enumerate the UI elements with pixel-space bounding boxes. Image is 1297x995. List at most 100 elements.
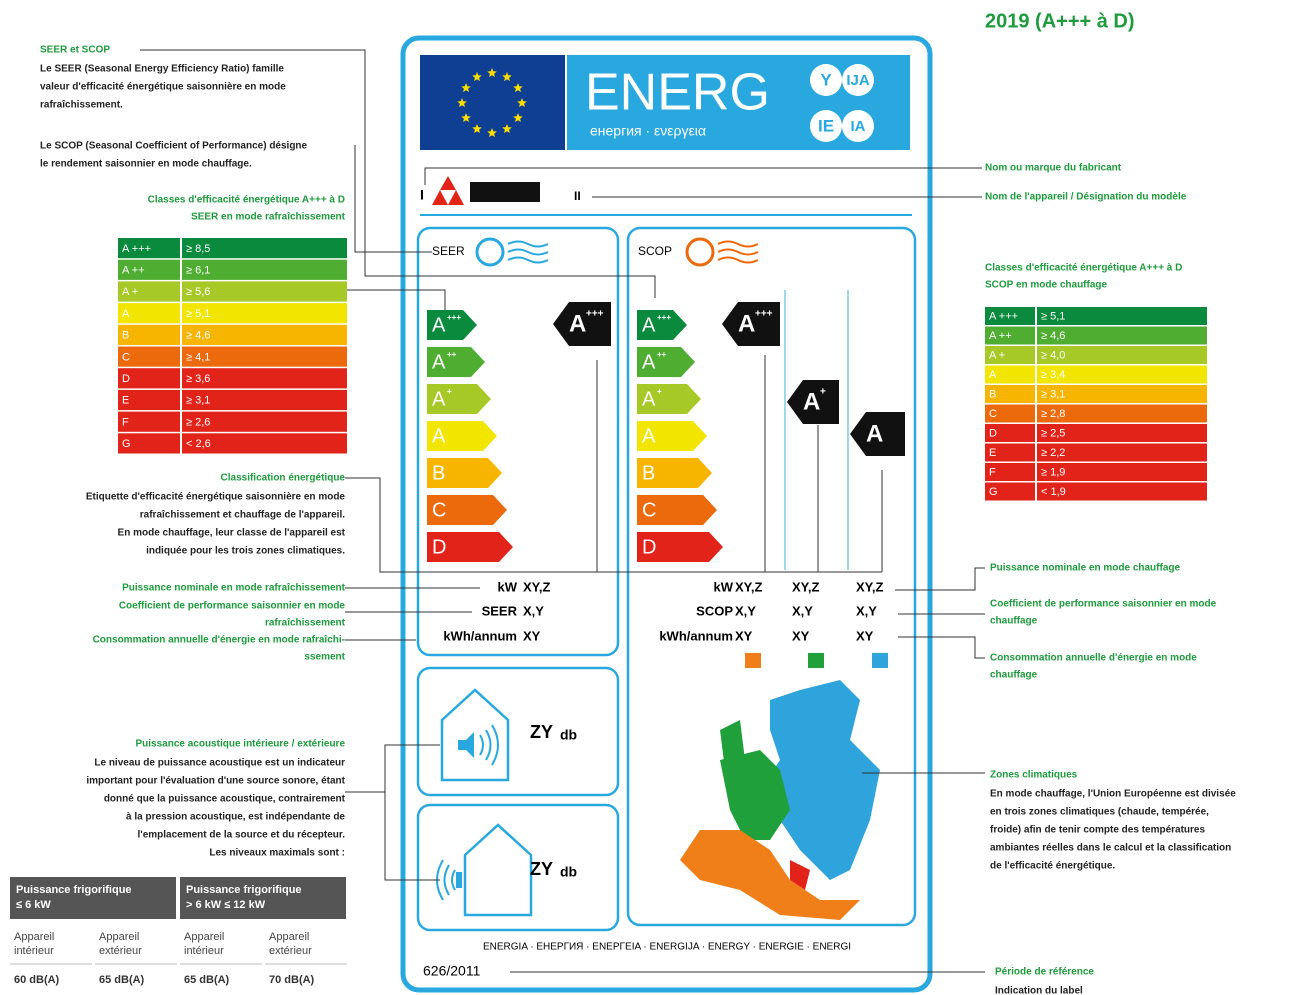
- suffix-badge: [810, 110, 842, 142]
- map-warm-zone: [680, 830, 860, 920]
- class-sup: ++: [447, 350, 457, 359]
- table-value-cell: [182, 346, 347, 367]
- scop-value: X,Y: [856, 603, 877, 618]
- annotation-heading: Consommation annuelle d'énergie en mode …: [93, 635, 345, 646]
- annotation-body: Etiquette d'efficacité énergétique saiso…: [86, 492, 346, 503]
- table-class: C: [989, 408, 997, 420]
- table-value: ≥ 3,1: [186, 395, 210, 407]
- sound-table-header: [180, 877, 346, 919]
- sound-table-subheader: Appareil: [14, 931, 54, 943]
- table-value-cell: [182, 281, 347, 302]
- table-class: D: [989, 428, 997, 440]
- annotation-body: En mode chauffage, l'Union Européenne es…: [990, 789, 1236, 800]
- map-detail: [790, 860, 810, 890]
- connector: [898, 636, 985, 659]
- class-arrow: [427, 495, 507, 525]
- table-value-cell: [1037, 443, 1207, 462]
- table-value: ≥ 5,1: [1041, 311, 1065, 323]
- rating-arrow: [850, 412, 905, 456]
- flag-star: [487, 68, 497, 77]
- table-value: ≥ 4,6: [186, 330, 210, 342]
- rating-arrow: [787, 380, 839, 424]
- scop-value: X,Y: [792, 603, 813, 618]
- annotation-heading: Zones climatiques: [990, 770, 1078, 781]
- table-class-cell: [118, 324, 180, 345]
- scop-key: kW: [714, 579, 734, 594]
- class-sup: +: [447, 387, 452, 396]
- class-letter: A: [642, 425, 656, 447]
- connector: [345, 477, 882, 573]
- seer-key: SEER: [482, 603, 518, 618]
- table-class: B: [122, 330, 129, 342]
- sound-table-subheader: extérieur: [99, 945, 142, 957]
- table-value: ≥ 2,8: [1041, 408, 1065, 420]
- table-value-cell: [182, 303, 347, 324]
- class-arrow: [427, 458, 502, 488]
- seer-value: XY: [523, 628, 541, 643]
- table-value: ≥ 3,4: [1041, 369, 1065, 381]
- table-class: B: [989, 389, 996, 401]
- table-class-cell: [118, 303, 180, 324]
- sound-unit: db: [560, 864, 577, 880]
- brand-name: [470, 182, 540, 202]
- flag-star: [461, 83, 471, 92]
- table-value-cell: [1037, 385, 1207, 403]
- seer-key: kWh/annum: [443, 628, 517, 643]
- class-arrow: [427, 421, 497, 451]
- table-value: ≥ 2,2: [1041, 447, 1065, 459]
- class-letter: B: [432, 462, 445, 484]
- logo: [432, 190, 448, 205]
- table-class-cell: [118, 346, 180, 367]
- annotation-body: Les niveaux maximals sont :: [209, 848, 345, 859]
- class-sup: +++: [657, 313, 671, 322]
- table-value: ≥ 3,1: [1041, 389, 1065, 401]
- table-value-cell: [1037, 404, 1207, 423]
- table-class-cell: [985, 385, 1035, 403]
- table-value-cell: [1037, 463, 1207, 481]
- table-class: C: [122, 351, 130, 363]
- table-class-cell: [985, 404, 1035, 423]
- annotation-body: Le SEER (Seasonal Energy Efficiency Rati…: [40, 64, 284, 75]
- annotation-heading: Puissance acoustique intérieure / extéri…: [135, 739, 345, 750]
- table-value-cell: [1037, 424, 1207, 442]
- annotation-heading: Nom ou marque du fabricant: [985, 163, 1122, 174]
- scop-value: XY,Z: [792, 579, 820, 594]
- connector: [384, 792, 440, 881]
- class-arrow: [637, 458, 712, 488]
- scop-key: kWh/annum: [659, 628, 733, 643]
- table-value-cell: [1037, 307, 1207, 325]
- table-class: A ++: [989, 330, 1012, 342]
- annotation-body: l'emplacement de la source et du récepte…: [138, 830, 346, 841]
- cooling-waves: [507, 240, 549, 264]
- scop-value: XY,Z: [735, 579, 763, 594]
- table-class-cell: [118, 238, 180, 259]
- table-class-cell: [118, 368, 180, 389]
- annotation-body: Le niveau de puissance acoustique est un…: [94, 758, 345, 769]
- energy-subtitle: енергия · ενεργεια: [590, 123, 706, 139]
- table-value-cell: [182, 411, 347, 432]
- class-letter: A: [642, 388, 656, 410]
- scop-value: XY,Z: [856, 579, 884, 594]
- connector: [424, 167, 982, 185]
- table-value-cell: [182, 433, 347, 454]
- rating-letter: A: [803, 388, 820, 415]
- table-class: F: [122, 416, 129, 428]
- table-class-cell: [985, 482, 1035, 501]
- connector: [354, 145, 432, 253]
- class-arrow: [637, 384, 701, 414]
- annotation-heading: ssement: [304, 652, 345, 663]
- suffix: IA: [851, 118, 866, 135]
- annotation-heading: Classes d'efficacité énergétique A+++ à …: [148, 195, 345, 206]
- seer-label: SEER: [432, 244, 465, 258]
- table-value-cell: [182, 389, 347, 411]
- table-value: ≥ 2,6: [186, 416, 210, 428]
- rating-arrow: [553, 302, 611, 346]
- energy-word: ENERG: [585, 64, 770, 122]
- annotation-body: valeur d'efficacité énergétique saisonni…: [40, 82, 286, 93]
- class-letter: A: [642, 314, 656, 336]
- table-class-cell: [118, 411, 180, 432]
- indoor-sound-panel: [416, 666, 620, 797]
- table-value: ≥ 5,1: [186, 308, 210, 320]
- table-class-cell: [985, 365, 1035, 384]
- map-temperate-zone: [720, 750, 790, 840]
